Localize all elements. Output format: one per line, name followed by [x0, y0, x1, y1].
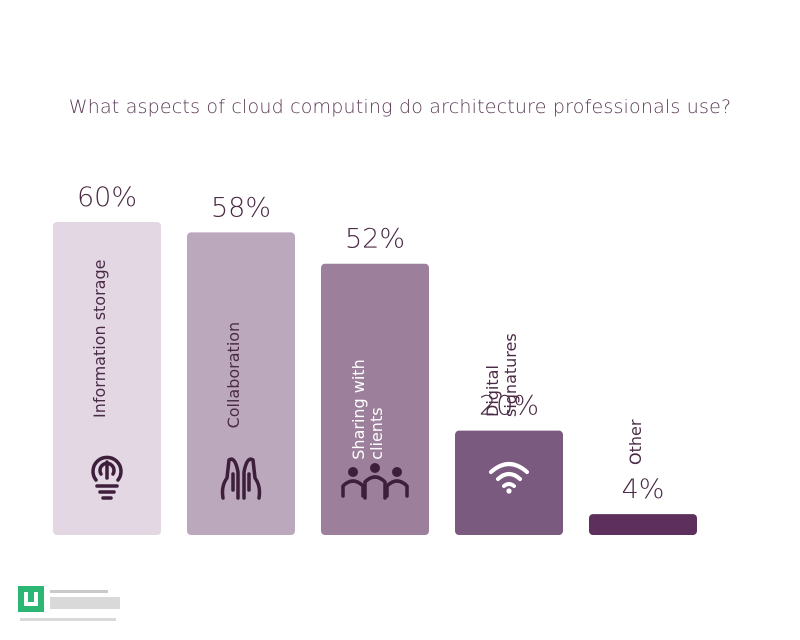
category-label-line: Other [626, 419, 645, 465]
category-label-3: Sharing with clients [349, 359, 386, 459]
category-label-4: Digital signatures [483, 333, 520, 417]
category-label-line: Digital [483, 365, 502, 417]
category-label-5: Other [626, 419, 645, 465]
value-label-1: 60% [77, 182, 137, 213]
value-label-2: 58% [211, 192, 271, 223]
category-label-line: Collaboration [224, 322, 243, 429]
lightbulb-icon [91, 455, 123, 500]
people-group-icon [341, 463, 409, 500]
value-label-3: 52% [345, 224, 405, 255]
category-label-line: clients [367, 407, 386, 459]
value-label-4: 20% [479, 391, 539, 422]
category-label-line: Sharing with [349, 359, 368, 459]
category-label-line: signatures [501, 333, 520, 417]
dsbavm-logo-icon [18, 586, 120, 621]
wifi-icon [489, 462, 529, 494]
value-label-5: 4% [622, 474, 665, 505]
bar-1 [53, 222, 161, 535]
bar-5 [589, 514, 697, 535]
category-label-line: Information storage [90, 260, 109, 418]
bar-3 [321, 263, 429, 535]
chart-title: What aspects of cloud computing do archi… [68, 96, 732, 118]
category-label-2: Collaboration [224, 322, 243, 429]
bar-2 [187, 232, 295, 535]
category-label-1: Information storage [90, 260, 109, 418]
praying-hands-icon [220, 457, 262, 500]
